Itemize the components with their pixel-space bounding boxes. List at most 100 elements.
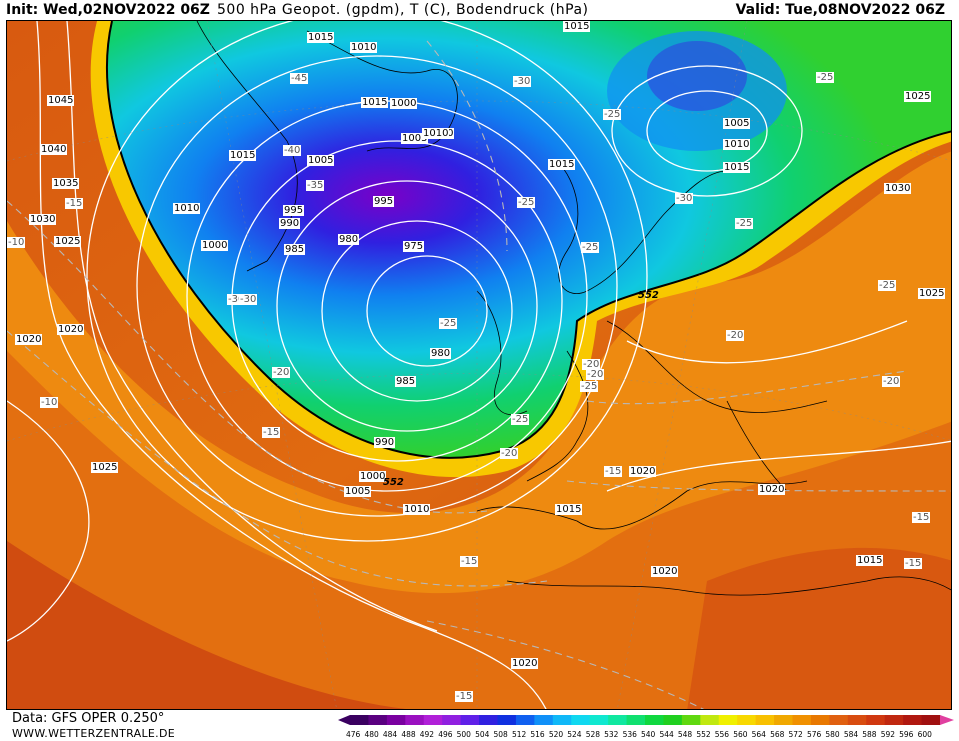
scale-swatch [497,715,517,725]
scale-level-label: 492 [419,730,435,739]
scale-level-label: 480 [364,730,379,739]
scale-swatch [589,715,609,725]
pressure-label: 990 [374,437,396,448]
scale-swatch [866,715,886,725]
geopotential-label: 552 [383,477,404,488]
temperature-label: -35 [306,180,325,191]
temperature-label: -25 [735,218,754,229]
scale-level-label: 568 [770,730,785,739]
scale-swatch [663,715,683,725]
temperature-label: -15 [455,691,474,702]
pressure-label: 990 [279,218,301,229]
low-northeast-core [647,41,747,111]
scale-swatch [755,715,775,725]
scale-swatch [847,715,867,725]
temperature-label: -45 [290,73,309,84]
graticule [7,21,951,709]
temperature-label: -30 [239,294,258,305]
scale-level-label: 540 [641,730,656,739]
temperature-label: -25 [511,414,530,425]
temperature-label: -15 [604,466,623,477]
scale-swatch [479,715,498,725]
scale-swatch [810,715,830,725]
pressure-label: 1010 [403,504,431,515]
weather-map: 1045 1040 1035 1030 1025 1020 1020 1025 … [6,20,952,710]
pressure-label: 1020 [15,334,43,345]
pressure-label: 1020 [651,566,679,577]
scale-swatch [534,715,554,725]
pressure-label: 1035 [52,178,80,189]
scale-level-label: 496 [438,730,453,739]
scale-swatch [515,715,535,725]
scale-level-label: 600 [917,730,932,739]
pressure-label: 1015 [856,555,884,566]
scale-level-label: 512 [511,730,527,739]
scale-swatch [386,715,406,725]
data-source: Data: GFS OPER 0.250° [12,711,165,726]
color-scale-bar [338,715,954,725]
temperature-label: -20 [726,330,745,341]
scale-swatch [774,715,793,725]
scale-level-label: 592 [880,730,896,739]
chart-title: 500 hPa Geopot. (gpdm), T (C), Bodendruc… [217,2,589,18]
scale-level-label: 596 [899,730,914,739]
pressure-label: 980 [338,234,360,245]
temperature-label: -15 [65,198,84,209]
scale-level-label: 500 [456,730,471,739]
temperature-label: -20 [272,367,291,378]
temperature-label: -10 [40,397,59,408]
scale-arrow-left [338,715,350,725]
pressure-label: 1005 [401,133,429,144]
pressure-label: 1010 [723,139,751,150]
pressure-label: 985 [284,244,306,255]
pressure-label: 1000 [359,471,387,482]
temperature-label: -25 [878,280,897,291]
color-scale: 476 480 484 488 492 496 500 504 508 512 516 520 524 5… [338,713,956,741]
temperature-label: -25 [603,109,622,120]
temperature-label: -30 [513,76,532,87]
temperature-label: -25 [580,381,599,392]
scale-level-label: 544 [659,730,674,739]
pressure-label: 980 [430,348,452,359]
map-canvas [7,21,951,709]
scale-level-label: 532 [604,730,619,739]
pressure-label: 1015 [548,159,576,170]
pressure-label: 1000 [390,98,418,109]
scale-level-label: 516 [530,730,545,739]
pressure-label: 1015 [229,150,257,161]
pressure-label: 1030 [884,183,912,194]
scale-level-label: 584 [843,730,859,739]
scale-level-label: 576 [806,730,822,739]
scale-swatch [884,715,904,725]
scale-swatch [442,715,462,725]
temperature-label: -15 [912,512,931,523]
pressure-label: 1015 [361,97,389,108]
pressure-label: 1010 [422,128,450,139]
scale-swatch [405,715,425,725]
pressure-label: 1015 [307,32,335,43]
pressure-label: 1005 [723,118,751,129]
scale-level-label: 548 [677,730,693,739]
temperature-label: -25 [517,197,536,208]
pressure-label: 1020 [629,466,657,477]
scale-level-label: 580 [825,730,840,739]
scale-swatch [626,715,646,725]
pressure-label: 975 [403,241,425,252]
pressure-label: 1025 [54,236,82,247]
pressure-label: 1045 [47,95,75,106]
scale-swatch [571,715,591,725]
pressure-label: 1025 [904,91,932,102]
temperature-label: -25 [816,72,835,83]
scale-swatch [423,715,443,725]
pressure-label: 1005 [344,486,372,497]
scale-swatch [460,715,480,725]
pressure-label: 1015 [563,21,591,32]
init-time: Init: Wed,02NOV2022 06Z [6,2,210,18]
temperature-label: -25 [581,242,600,253]
scale-swatch [368,715,388,725]
scale-swatch [608,715,628,725]
red-band-sw [7,541,407,709]
pressure-label: 1015 [723,162,751,173]
temperature-label: -20 [500,448,519,459]
pressure-label: 1040 [40,144,68,155]
